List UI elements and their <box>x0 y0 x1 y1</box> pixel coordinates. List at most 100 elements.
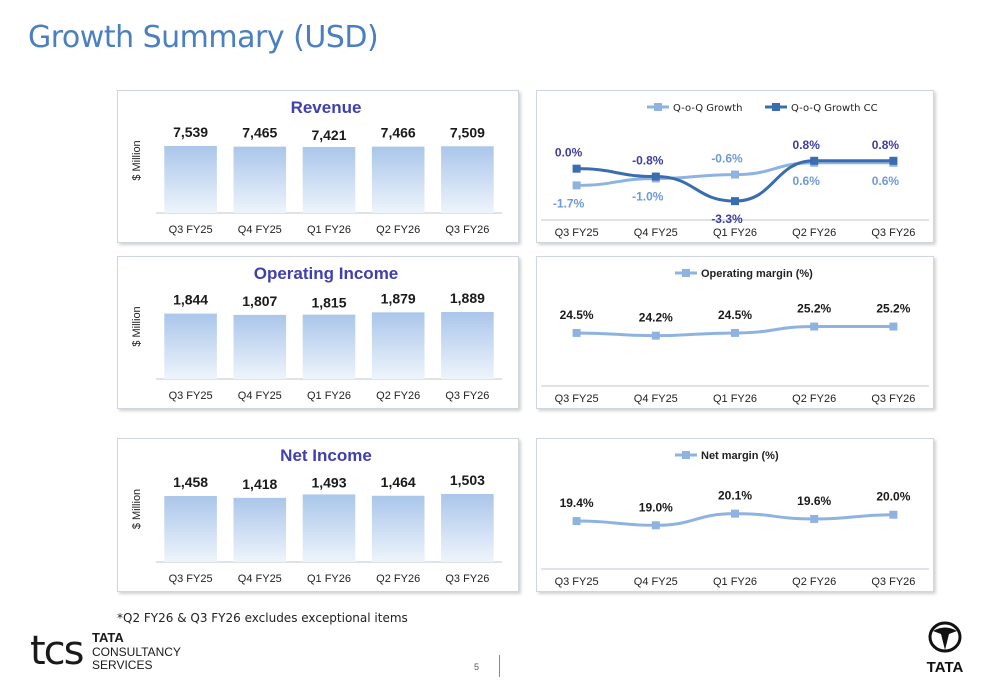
operating-margin-legend-label: Operating margin (%) <box>701 268 813 280</box>
net-income-tick-label: Q3 FY25 <box>169 573 213 585</box>
qoq-growth-tick-label: Q4 FY25 <box>634 227 678 239</box>
net-income-value-label: 1,493 <box>311 474 346 490</box>
qoq-growth-chart-panel: Q3 FY25 Q4 FY25 Q1 FY26 Q2 FY26 Q3 FY26 Q-o-Q… <box>536 90 934 243</box>
revenue-chart-panel: Revenue $ Million 7,539 Q3 FY25 7,465 Q4 FY25… <box>117 90 519 243</box>
net-income-value-label: 1,503 <box>450 472 485 488</box>
net-margin-svg: Q3 FY25 Q4 FY25 Q1 FY26 Q2 FY26 Q3 FY26 Net m… <box>541 450 929 588</box>
net-income-value-label: 1,418 <box>242 476 277 492</box>
revenue-bar <box>164 146 217 213</box>
operating-margin-tick-label: Q4 FY25 <box>634 393 678 405</box>
net-margin-point <box>572 517 581 526</box>
net-income-value-label: 1,458 <box>173 474 208 490</box>
revenue-bar <box>441 146 494 213</box>
net-margin-chart-panel: Q3 FY25 Q4 FY25 Q1 FY26 Q2 FY26 Q3 FY26 Net m… <box>536 438 934 592</box>
operating-income-value-label: 1,844 <box>173 292 208 308</box>
qoq-growth-data-label: 0.0% <box>555 146 583 160</box>
qoq-growth-point <box>572 164 581 173</box>
operating-margin-point <box>889 322 898 331</box>
revenue-value-label: 7,539 <box>173 124 208 140</box>
tcs-logo: tcs TATA CONSULTANCY SERVICES <box>30 628 190 679</box>
revenue-bar <box>371 146 425 213</box>
net-income-tick-label: Q4 FY25 <box>238 573 282 585</box>
operating-margin-data-label: 25.2% <box>797 302 831 316</box>
qoq-growth-svg: Q3 FY25 Q4 FY25 Q1 FY26 Q2 FY26 Q3 FY26 Q-o-Q… <box>541 103 929 239</box>
operating-margin-point <box>731 328 739 337</box>
operating-income-tick-label: Q2 FY26 <box>376 390 420 402</box>
tata-emblem-icon <box>928 621 962 653</box>
operating-income-value-label: 1,889 <box>450 290 485 306</box>
net-margin-point <box>810 514 819 523</box>
operating-margin-tick-label: Q3 FY25 <box>555 393 599 405</box>
net-margin-tick-label: Q1 FY26 <box>713 576 757 588</box>
net-income-bar <box>233 497 287 562</box>
operating-income-tick-label: Q1 FY26 <box>307 390 351 402</box>
net-income-tick-label: Q2 FY26 <box>376 573 420 585</box>
tcs-logo-line2: CONSULTANCY <box>92 645 181 659</box>
operating-margin-legend-marker <box>682 269 690 277</box>
revenue-tick-label: Q1 FY26 <box>307 224 351 236</box>
net-income-bar <box>441 494 494 562</box>
qoq-growth-data-label: -1.7% <box>553 196 585 210</box>
qoq-growth-tick-label: Q3 FY25 <box>555 227 599 239</box>
net-margin-tick-label: Q3 FY25 <box>555 576 599 588</box>
qoq-growth-tick-label: Q1 FY26 <box>713 227 757 239</box>
qoq-growth-data-label: 0.6% <box>872 174 900 188</box>
revenue-tick-label: Q3 FY25 <box>169 224 213 236</box>
net-margin-data-label: 19.6% <box>797 494 831 508</box>
qoq-growth-data-label: -0.6% <box>711 152 743 166</box>
net-income-bar <box>302 494 356 562</box>
operating-income-bar <box>302 314 356 379</box>
operating-margin-point <box>572 328 581 337</box>
tcs-logo-mark: tcs <box>30 628 83 674</box>
operating-income-value-label: 1,807 <box>242 293 277 309</box>
net-margin-data-label: 20.1% <box>718 489 752 503</box>
footnote: *Q2 FY26 & Q3 FY26 excludes exceptional … <box>117 611 408 625</box>
operating-income-tick-label: Q4 FY25 <box>238 390 282 402</box>
operating-margin-svg: Q3 FY25 Q4 FY25 Q1 FY26 Q2 FY26 Q3 FY26 Opera… <box>541 268 929 405</box>
revenue-ylabel: $ Million <box>131 140 143 180</box>
qoq-growth-legend-marker <box>772 103 780 111</box>
qoq-growth-tick-label: Q3 FY26 <box>871 227 915 239</box>
net-margin-tick-label: Q3 FY26 <box>871 576 915 588</box>
net-margin-legend-marker <box>682 451 690 459</box>
net-margin-data-label: 20.0% <box>876 490 910 504</box>
qoq-growth-legend-label: Q-o-Q Growth <box>673 103 742 114</box>
net-margin-point <box>889 510 898 519</box>
operating-margin-point <box>651 331 660 340</box>
operating-income-chart-panel: Operating Income $ Million 1,844 Q3 FY25 1,8… <box>117 256 519 409</box>
qoq-growth-point <box>889 156 898 165</box>
revenue-tick-label: Q3 FY26 <box>445 224 489 236</box>
operating-margin-data-label: 24.2% <box>639 311 673 325</box>
operating-margin-data-label: 24.5% <box>560 308 594 322</box>
qoq-growth-tick-label: Q2 FY26 <box>792 227 836 239</box>
net-margin-point <box>651 521 660 530</box>
qoq-growth-legend-marker <box>654 103 662 111</box>
qoq-growth-data-label: -1.0% <box>632 190 664 204</box>
net-income-bar <box>371 495 425 562</box>
operating-income-svg: Operating Income $ Million 1,844 Q3 FY25 1,8… <box>131 264 502 402</box>
page-title: Growth Summary (USD) <box>28 20 379 55</box>
operating-income-title: Operating Income <box>254 264 399 283</box>
operating-income-tick-label: Q3 FY26 <box>445 390 489 402</box>
operating-income-bar <box>233 314 287 379</box>
qoq-growth-point <box>810 156 819 165</box>
operating-margin-point <box>810 322 819 331</box>
net-income-tick-label: Q3 FY26 <box>445 573 489 585</box>
qoq-growth-point <box>731 197 739 206</box>
qoq-growth-point <box>731 170 739 179</box>
net-margin-legend-label: Net margin (%) <box>701 450 779 462</box>
revenue-value-label: 7,421 <box>311 127 346 143</box>
page-number: 5 <box>474 662 480 672</box>
net-income-tick-label: Q1 FY26 <box>307 573 351 585</box>
net-margin-data-label: 19.4% <box>560 496 594 510</box>
revenue-svg: Revenue $ Million 7,539 Q3 FY25 7,465 Q4 FY25… <box>131 98 502 236</box>
tata-logo-text: TATA <box>927 659 964 676</box>
net-margin-point <box>731 509 739 518</box>
revenue-tick-label: Q4 FY25 <box>238 224 282 236</box>
qoq-growth-data-label: 0.8% <box>872 138 900 152</box>
operating-income-tick-label: Q3 FY25 <box>169 390 213 402</box>
net-income-svg: Net Income $ Million 1,458 Q3 FY25 1,418 Q4 F… <box>131 446 502 585</box>
page-separator <box>499 655 500 677</box>
net-margin-tick-label: Q4 FY25 <box>634 576 678 588</box>
net-income-value-label: 1,464 <box>381 474 416 490</box>
